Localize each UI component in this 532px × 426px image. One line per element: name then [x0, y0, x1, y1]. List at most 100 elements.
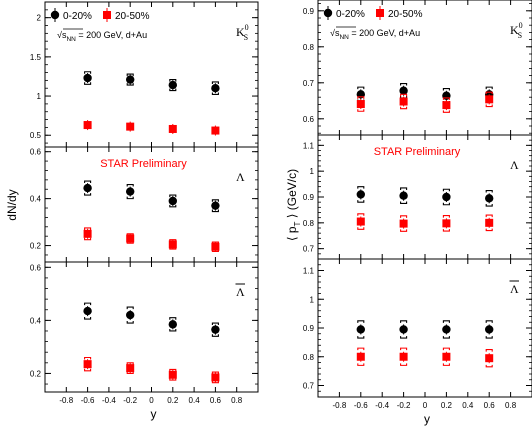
y-tick-label: 0.7: [303, 382, 315, 391]
data-point-20-50: [168, 370, 177, 379]
error-bracket-bottom: [485, 364, 493, 368]
legend-label: 0-20%: [63, 11, 92, 22]
error-bracket-top: [126, 184, 134, 187]
error-bracket-bottom: [442, 202, 450, 206]
error-bracket-bottom: [211, 334, 219, 337]
x-tick-label: 0.4: [462, 401, 474, 410]
x-tick-label: 0.8: [231, 396, 243, 405]
x-tick-label: -0.2: [397, 401, 411, 410]
error-bracket-top: [485, 214, 493, 218]
data-point-0-20: [126, 75, 135, 84]
error-bracket-top: [400, 82, 408, 86]
x-tick-label: -0.8: [333, 401, 347, 410]
error-bracket-bottom: [400, 336, 408, 339]
error-bracket-top: [357, 186, 365, 189]
error-bracket-top: [400, 187, 408, 190]
data-point-20-50: [126, 122, 135, 131]
data-point-20-50: [211, 242, 220, 251]
error-bracket-top: [442, 320, 450, 323]
data-point-20-50: [168, 240, 177, 249]
data-point-0-20: [442, 192, 451, 202]
y-tick-label: 0.8: [303, 353, 315, 362]
error-bracket-bottom: [126, 196, 134, 200]
energy-note: √sNN = 200 GeV, d+Au: [330, 28, 420, 41]
data-point-20-50: [211, 126, 220, 135]
error-bracket-top: [442, 88, 450, 91]
y-tick-label: 2: [37, 14, 42, 23]
error-bracket-bottom: [442, 229, 450, 232]
error-bracket-top: [126, 362, 134, 365]
error-bracket-top: [357, 96, 365, 99]
data-point-0-20: [356, 190, 365, 199]
data-point-20-50: [485, 95, 494, 104]
x-tick-label: 0.2: [441, 401, 453, 410]
y-tick-label: 0.9: [303, 324, 315, 333]
error-bracket-bottom: [84, 193, 92, 196]
data-point-0-20: [83, 73, 92, 83]
x-tick-label: 0: [149, 396, 154, 405]
preliminary-label: STAR Preliminary: [100, 158, 187, 170]
x-tick-label: 0.8: [505, 401, 517, 410]
y-tick-label: 0.4: [30, 316, 42, 325]
y-tick-label: 1.1: [303, 141, 315, 150]
error-bracket-bottom: [442, 363, 450, 366]
data-point-20-50: [442, 352, 451, 361]
y-tick-label: 1.5: [30, 53, 42, 62]
species-label: K0 S: [510, 21, 523, 40]
species-label: Λ: [236, 170, 245, 184]
error-bracket-bottom: [126, 83, 134, 86]
x-axis-title: y: [424, 412, 430, 426]
error-bracket-bottom: [442, 110, 450, 113]
data-point-0-20: [211, 201, 220, 210]
data-point-0-20: [126, 310, 135, 320]
error-bracket-top: [485, 320, 493, 323]
data-point-20-50: [83, 121, 92, 130]
x-tick-label: 0.6: [484, 401, 496, 410]
error-bracket-bottom: [84, 368, 92, 372]
error-bracket-top: [84, 71, 92, 74]
data-point-20-50: [485, 218, 494, 227]
error-bracket-top: [485, 349, 493, 352]
data-point-0-20: [485, 325, 494, 334]
data-point-0-20: [211, 84, 220, 93]
error-bracket-top: [400, 93, 408, 97]
y-tick-label: 0.8: [303, 219, 315, 228]
error-bracket-bottom: [400, 363, 408, 366]
panel-frame: [44, 1, 259, 148]
error-bracket-top: [357, 86, 365, 90]
error-bracket-top: [442, 347, 450, 351]
error-bracket-top: [126, 73, 134, 77]
error-bracket-bottom: [357, 200, 365, 203]
y-tick-label: 0.4: [30, 195, 42, 204]
y-tick-label: 1: [310, 295, 315, 304]
error-bracket-top: [442, 215, 450, 218]
error-bracket-top: [442, 97, 450, 100]
x-tick-label: 0.2: [167, 396, 179, 405]
data-point-20-50: [126, 234, 135, 243]
y-tick-label: 0.6: [30, 263, 42, 272]
x-tick-label: -0.4: [102, 396, 116, 405]
y-tick-label: 0.5: [30, 131, 42, 140]
data-point-0-20: [485, 194, 494, 203]
error-bracket-top: [357, 320, 365, 323]
data-point-0-20: [399, 325, 408, 334]
error-bracket-bottom: [169, 378, 177, 381]
error-bracket-top: [211, 81, 219, 84]
x-tick-label: 0.6: [210, 396, 222, 405]
error-bracket-top: [485, 189, 493, 193]
data-point-20-50: [442, 219, 451, 228]
error-bracket-bottom: [485, 336, 493, 339]
data-point-20-50: [399, 219, 408, 228]
error-bracket-bottom: [357, 336, 365, 339]
x-tick-label: 0.4: [189, 396, 201, 405]
species-label: Λ: [510, 282, 519, 296]
error-bracket-bottom: [211, 92, 219, 96]
error-bracket-top: [211, 199, 219, 202]
y-tick-label: 0.2: [30, 369, 42, 378]
error-bracket-top: [357, 213, 365, 216]
legend: 0-20% 20-50%: [323, 6, 423, 20]
error-bracket-top: [84, 356, 92, 360]
y-tick-label: 1: [310, 167, 315, 176]
data-point-0-20: [168, 196, 177, 206]
